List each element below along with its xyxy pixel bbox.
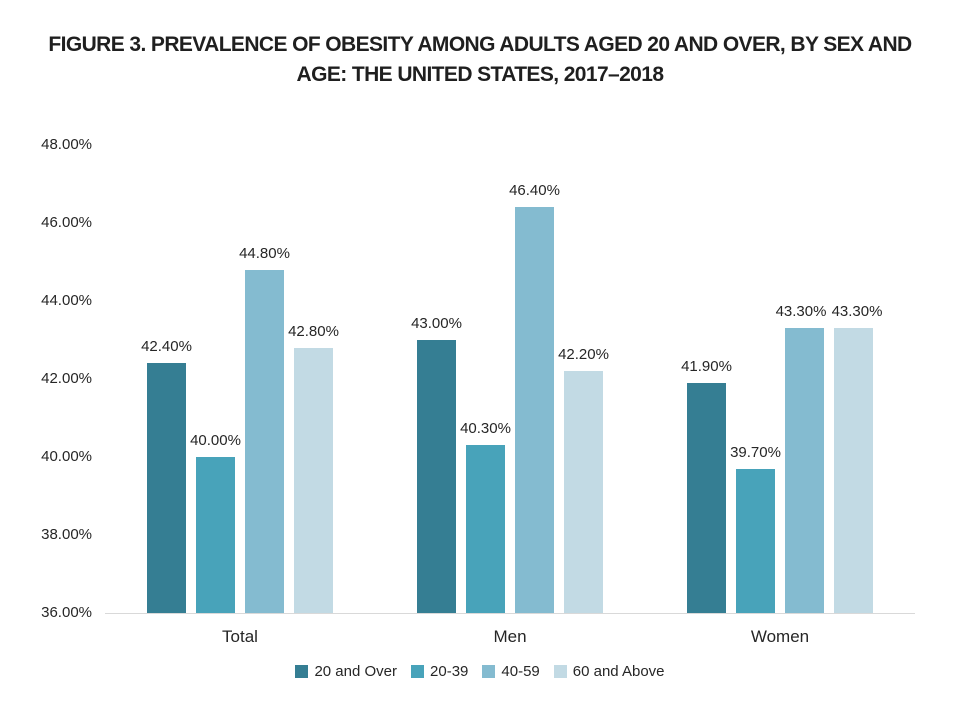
bar-20-and-over-women [687, 382, 726, 613]
legend-item-20-39: 20-39 [411, 663, 468, 680]
x-axis-category-label: Women [750, 627, 810, 646]
bar-60-and-above-women [834, 328, 873, 613]
bar-value-label: 46.40% [509, 182, 560, 200]
legend: 20 and Over 20-39 40-59 60 and Above [0, 663, 960, 680]
y-axis-tick-label: 48.00% [41, 136, 92, 153]
legend-item-40-59: 40-59 [482, 663, 540, 680]
legend-label: 40-59 [501, 663, 540, 680]
y-axis-tick-label: 44.00% [41, 292, 92, 309]
bar-value-label: 42.20% [558, 346, 609, 364]
legend-swatch-icon [482, 665, 496, 678]
legend-swatch-icon [411, 665, 425, 678]
y-axis-tick-label: 36.00% [41, 604, 92, 621]
legend-item-60-and-above: 60 and Above [553, 663, 665, 680]
y-axis-tick-label: 46.00% [41, 214, 92, 231]
bar-40-59-total [245, 269, 284, 613]
bar-20-and-over-total [147, 363, 186, 613]
bar-value-label: 40.30% [460, 420, 511, 438]
legend-item-20-and-over: 20 and Over [295, 663, 397, 680]
bar-40-59-men [515, 207, 554, 613]
legend-label: 20-39 [430, 663, 469, 680]
bar-value-label: 43.00% [411, 315, 462, 332]
bar-value-label: 44.80% [239, 244, 290, 262]
legend-swatch-icon [295, 665, 309, 678]
bar-value-label: 43.30% [831, 303, 883, 321]
x-axis-category-label: Men [493, 627, 527, 646]
y-axis-tick-label: 40.00% [41, 448, 92, 465]
legend-label: 60 and Above [572, 663, 665, 680]
bar-value-label: 42.40% [141, 338, 192, 356]
bar-40-59-women [785, 328, 824, 613]
bar-value-label: 39.70% [730, 443, 781, 461]
bar-20-39-men [466, 445, 505, 613]
chart-title-line-2: AGE: THE UNITED STATES, 2017–2018 [296, 63, 664, 86]
bar-20-39-total [196, 457, 235, 613]
bar-60-and-above-men [564, 371, 603, 613]
bar-value-label: 41.90% [681, 357, 732, 375]
chart-title-line-1: FIGURE 3. PREVALENCE OF OBESITY AMONG AD… [48, 33, 912, 56]
x-axis-category-label: Total [222, 627, 258, 646]
legend-label: 20 and Over [314, 663, 398, 680]
chart-title: FIGURE 3. PREVALENCE OF OBESITY AMONG AD… [0, 30, 960, 90]
y-axis-tick-label: 38.00% [41, 526, 92, 543]
y-axis-tick-label: 42.00% [41, 370, 92, 387]
bar-value-label: 40.00% [190, 432, 241, 449]
bar-value-label: 42.80% [288, 322, 339, 340]
bar-value-label: 43.30% [775, 303, 827, 321]
bar-60-and-above-total [294, 347, 333, 613]
bar-20-39-women [736, 468, 775, 613]
legend-swatch-icon [553, 665, 567, 678]
x-axis-line [105, 613, 915, 614]
bar-20-and-over-men [417, 340, 456, 613]
